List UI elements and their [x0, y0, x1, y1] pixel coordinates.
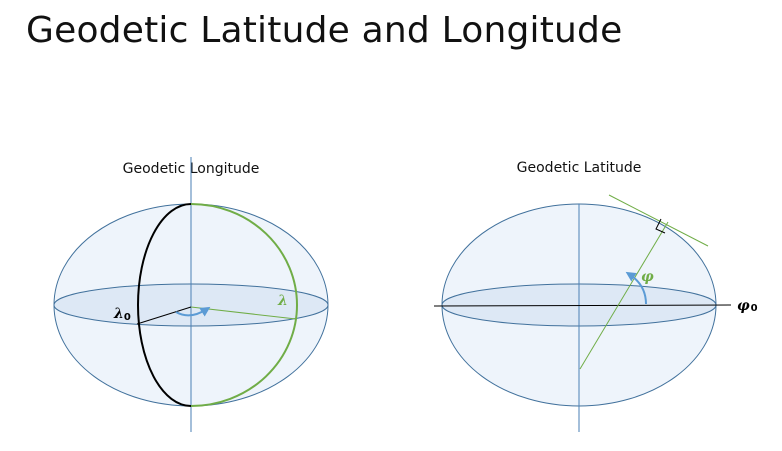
longitude-diagram: Geodetic Longitude λ λ0: [54, 157, 328, 432]
phi-label: φ: [641, 269, 654, 285]
phi0-label: φ0: [737, 298, 758, 314]
lambda0-symbol: λ: [113, 306, 124, 322]
latitude-diagram: Geodetic Latitude φ φ0: [434, 160, 758, 432]
phi0-symbol: φ: [737, 298, 750, 314]
lambda0-subscript: 0: [124, 312, 131, 323]
phi0-subscript: 0: [751, 303, 758, 314]
lambda-label: λ: [277, 293, 288, 309]
latitude-caption: Geodetic Latitude: [517, 160, 642, 176]
